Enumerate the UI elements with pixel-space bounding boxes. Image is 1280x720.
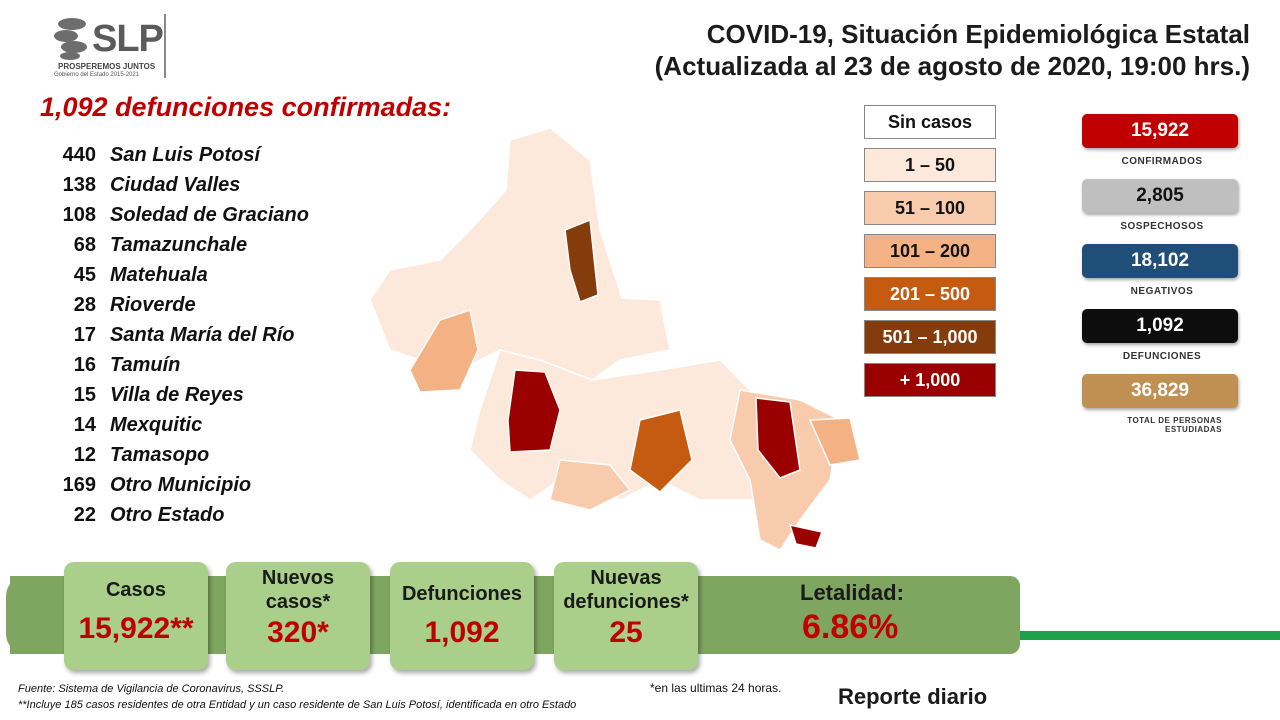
last-24h-note: *en las ultimas 24 horas.: [650, 681, 781, 695]
stat-value: 18,102: [1082, 244, 1238, 278]
defunciones-value: 1,092: [424, 616, 499, 650]
defunciones-label: Defunciones: [402, 582, 522, 606]
deaths-count: 15: [28, 384, 110, 407]
legend-swatch: 51 – 100: [864, 191, 996, 225]
stat-value: 2,805: [1082, 179, 1238, 213]
nuevas-defunciones-label: Nuevas defunciones*: [561, 566, 691, 614]
stats-panel: 15,922 CONFIRMADOS 2,805 SOSPECHOSOS 18,102 N…: [1082, 114, 1242, 446]
deaths-list: 440 San Luis Potosí 138 Ciudad Valles 108 Sol…: [28, 140, 358, 530]
deaths-list-item: 16 Tamuín: [28, 350, 358, 380]
map-region-north: [370, 128, 670, 380]
municipality-name: Ciudad Valles: [110, 174, 240, 197]
municipality-name: Otro Estado: [110, 504, 224, 527]
deaths-count: 28: [28, 294, 110, 317]
nuevos-casos-card: Nuevos casos* 320*: [226, 562, 370, 670]
logo-divider: [164, 14, 166, 78]
nuevas-defunciones-card: Nuevas defunciones* 25: [554, 562, 698, 670]
deaths-count: 169: [28, 474, 110, 497]
municipality-name: Villa de Reyes: [110, 384, 244, 407]
state-map: [360, 120, 880, 560]
stat-label: TOTAL DE PERSONAS ESTUDIADAS: [1082, 416, 1222, 434]
casos-card: Casos 15,922**: [64, 562, 208, 670]
logo-slogan: PROSPEREMOS JUNTOS: [58, 62, 155, 71]
stat-label: NEGATIVOS: [1082, 286, 1242, 297]
municipality-name: Tamazunchale: [110, 234, 247, 257]
slp-logo-mark: [52, 16, 92, 60]
legend-swatch: + 1,000: [864, 363, 996, 397]
deaths-count: 45: [28, 264, 110, 287]
casos-value: 15,922**: [78, 612, 193, 646]
legend-swatch: Sin casos: [864, 105, 996, 139]
stat-value: 15,922: [1082, 114, 1238, 148]
deaths-count: 12: [28, 444, 110, 467]
nuevos-casos-value: 320*: [267, 616, 329, 650]
map-region-tamazunchale: [790, 525, 822, 548]
green-accent-bar: [1020, 631, 1280, 640]
cases-note: **Incluye 185 casos residentes de otra E…: [18, 699, 576, 711]
defunciones-card: Defunciones 1,092: [390, 562, 534, 670]
deaths-count: 68: [28, 234, 110, 257]
deaths-count: 17: [28, 324, 110, 347]
municipality-name: Mexquitic: [110, 414, 202, 437]
stat-label: DEFUNCIONES: [1082, 351, 1242, 362]
deaths-list-item: 28 Rioverde: [28, 290, 358, 320]
stat-value: 36,829: [1082, 374, 1238, 408]
legend-swatch: 101 – 200: [864, 234, 996, 268]
deaths-list-item: 169 Otro Municipio: [28, 470, 358, 500]
municipality-name: Tamuín: [110, 354, 180, 377]
municipality-name: Rioverde: [110, 294, 196, 317]
deaths-list-item: 15 Villa de Reyes: [28, 380, 358, 410]
municipality-name: Santa María del Río: [110, 324, 295, 347]
letalidad-label: Letalidad:: [800, 580, 904, 606]
legend-swatch: 1 – 50: [864, 148, 996, 182]
map-legend: Sin casos 1 – 50 51 – 100 101 – 200 201 – 50…: [864, 105, 1000, 406]
page-title: COVID-19, Situación Epidemiológica Estat…: [655, 18, 1250, 82]
logo-text: SLP: [92, 18, 163, 61]
municipality-name: Otro Municipio: [110, 474, 251, 497]
municipality-name: Tamasopo: [110, 444, 209, 467]
deaths-list-item: 17 Santa María del Río: [28, 320, 358, 350]
nuevas-defunciones-value: 25: [609, 616, 642, 650]
source-note: Fuente: Sistema de Vigilancia de Coronav…: [18, 683, 284, 695]
deaths-list-item: 68 Tamazunchale: [28, 230, 358, 260]
stat-label: SOSPECHOSOS: [1082, 221, 1242, 232]
stat-value: 1,092: [1082, 309, 1238, 343]
municipality-name: Soledad de Graciano: [110, 204, 309, 227]
deaths-list-item: 22 Otro Estado: [28, 500, 358, 530]
deaths-count: 138: [28, 174, 110, 197]
letalidad-value: 6.86%: [802, 608, 898, 647]
casos-label: Casos: [106, 578, 166, 602]
title-line-1: COVID-19, Situación Epidemiológica Estat…: [655, 18, 1250, 50]
municipality-name: San Luis Potosí: [110, 144, 260, 167]
deaths-list-item: 108 Soledad de Graciano: [28, 200, 358, 230]
deaths-heading: 1,092 defunciones confirmadas:: [40, 92, 451, 123]
deaths-count: 16: [28, 354, 110, 377]
slp-logo: SLP PROSPEREMOS JUNTOS Gobierno del Esta…: [52, 14, 170, 82]
deaths-count: 108: [28, 204, 110, 227]
logo-government: Gobierno del Estado 2015-2021: [54, 72, 139, 78]
deaths-list-item: 138 Ciudad Valles: [28, 170, 358, 200]
stat-label: CONFIRMADOS: [1082, 156, 1242, 167]
legend-swatch: 201 – 500: [864, 277, 996, 311]
nuevos-casos-label: Nuevos casos*: [253, 566, 343, 614]
municipality-name: Matehuala: [110, 264, 208, 287]
deaths-list-item: 12 Tamasopo: [28, 440, 358, 470]
report-label: Reporte diario: [838, 684, 987, 710]
deaths-count: 22: [28, 504, 110, 527]
deaths-count: 14: [28, 414, 110, 437]
deaths-count: 440: [28, 144, 110, 167]
deaths-list-item: 14 Mexquitic: [28, 410, 358, 440]
legend-swatch: 501 – 1,000: [864, 320, 996, 354]
deaths-list-item: 440 San Luis Potosí: [28, 140, 358, 170]
deaths-list-item: 45 Matehuala: [28, 260, 358, 290]
title-line-2: (Actualizada al 23 de agosto de 2020, 19…: [655, 50, 1250, 82]
